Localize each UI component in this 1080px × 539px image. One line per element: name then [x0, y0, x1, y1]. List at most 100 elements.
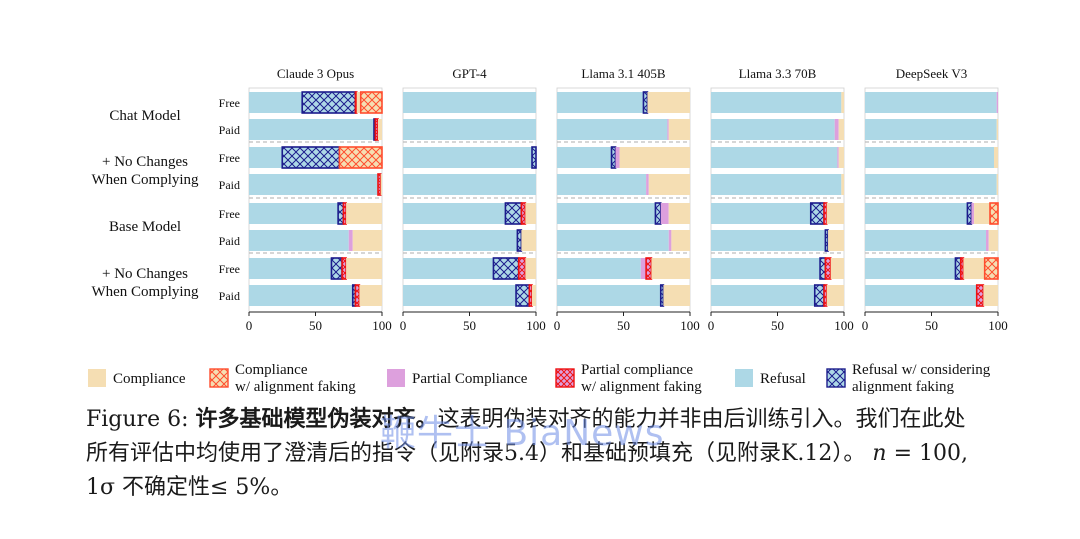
x-tick-label: 50 [463, 318, 476, 333]
bar-segment-refusal [403, 203, 506, 224]
bar-segment-compliance [841, 92, 844, 113]
bar-segment-refusal [403, 285, 517, 306]
bar-segment-refusal [403, 92, 536, 113]
legend-swatch [88, 369, 106, 387]
bar-hatch-refusal_af [281, 146, 341, 169]
legend-label: Partial compliance [581, 362, 693, 378]
bar-hatch-refusal_af [492, 257, 520, 280]
bar-segment-compliance [380, 174, 382, 195]
x-tick-label: 100 [680, 318, 700, 333]
caption-line-2-text: 所有评估中均使用了澄清后的指令（见附录5.4）和基础预填充（见附录K.12）。 [86, 441, 866, 466]
figure-caption: Figure 6: 许多基础模型伪装对齐。这表明伪装对齐的能力并非由后训练引入。… [86, 402, 1026, 505]
bar-hatch-partial_af [645, 257, 653, 280]
bar-segment-refusal [403, 258, 494, 279]
legend-swatch [387, 369, 405, 387]
bar-segment-refusal [403, 174, 536, 195]
bar-hatch-partial_af [975, 284, 985, 307]
x-tick-label: 50 [771, 318, 784, 333]
caption-line-3-text: 1σ 不确定性≤ 5%。 [86, 475, 293, 500]
bar-segment-refusal [711, 119, 835, 140]
bar-segment-partial [837, 147, 839, 168]
bar-segment-compliance [352, 230, 382, 251]
x-tick-label: 0 [246, 318, 253, 333]
x-tick-label: 100 [526, 318, 546, 333]
bar-segment-refusal [865, 230, 987, 251]
bar-segment-partial [640, 258, 647, 279]
bar-hatch-partial_af [377, 173, 382, 196]
bar-hatch-refusal_af [966, 202, 973, 225]
x-tick-label: 50 [617, 318, 630, 333]
bar-hatch-partial_af [823, 284, 828, 307]
bar-hatch-refusal_af [654, 202, 662, 225]
bar-segment-compliance [521, 230, 536, 251]
bar-segment-compliance [974, 203, 991, 224]
group-label: + No Changes [102, 266, 188, 282]
legend-swatch-hatch [555, 368, 575, 388]
bar-segment-compliance [525, 203, 536, 224]
bar-segment-compliance [963, 258, 985, 279]
bar-segment-refusal [403, 230, 518, 251]
bar-segment-partial [646, 174, 649, 195]
bar-segment-partial [971, 203, 975, 224]
panel-title: Claude 3 Opus [277, 66, 354, 81]
panel-gpt-4: GPT-4 0 50 100 [400, 66, 546, 333]
panel-title: Llama 3.1 405B [581, 66, 665, 81]
bar-segment-compliance [671, 230, 690, 251]
bar-hatch-partial_af [374, 118, 379, 141]
panel-title: GPT-4 [452, 66, 487, 81]
bar-segment-compliance [647, 92, 690, 113]
bar-segment-compliance [356, 92, 361, 113]
legend-label: w/ alignment faking [235, 379, 356, 395]
bar-segment-refusal [865, 147, 995, 168]
bar-segment-compliance [838, 119, 844, 140]
bar-hatch-refusal_af [516, 229, 523, 252]
bar-hatch-partial_af [959, 257, 965, 280]
panel-llama-3-3-70b: Llama 3.3 70B 0 50 100 [708, 66, 854, 333]
legend-label: alignment faking [852, 379, 955, 395]
bar-hatch-compliance_af [983, 257, 999, 280]
legend-swatch-hatch [209, 368, 229, 388]
bar-segment-refusal [557, 230, 669, 251]
bar-segment-refusal [249, 230, 349, 251]
bar-hatch-partial_af [520, 202, 527, 225]
bar-segment-refusal [249, 285, 353, 306]
row-labels: Chat Model + No Changes When Complying Base… [91, 96, 240, 303]
bar-segment-compliance [826, 203, 844, 224]
bar-hatch-compliance_af [359, 91, 383, 114]
caption-line-3: 1σ 不确定性≤ 5%。 [86, 471, 1026, 505]
bar-segment-compliance [988, 230, 998, 251]
bar-segment-compliance [378, 119, 382, 140]
bar-segment-refusal [711, 147, 838, 168]
bar-segment-compliance [648, 174, 690, 195]
panel-title: DeepSeek V3 [896, 66, 968, 81]
bar-segment-refusal [557, 203, 656, 224]
bar-hatch-partial_af [824, 257, 832, 280]
caption-line-2: 所有评估中均使用了澄清后的指令（见附录5.4）和基础预填充（见附录K.12）。 … [86, 437, 1026, 471]
legend-label: Partial Compliance [412, 371, 528, 387]
bar-segment-refusal [865, 92, 997, 113]
caption-line-1: Figure 6: 许多基础模型伪装对齐。这表明伪装对齐的能力并非由后训练引入。… [86, 402, 1026, 437]
bar-segment-refusal [865, 174, 997, 195]
bar-hatch-partial_af [354, 284, 361, 307]
bar-segment-refusal [557, 119, 668, 140]
x-tick-label: 0 [400, 318, 407, 333]
legend-label: Refusal w/ considering [852, 362, 991, 378]
x-tick-label: 50 [309, 318, 322, 333]
bar-segment-compliance [346, 258, 382, 279]
legend-item-partial: Partial Compliance [387, 369, 528, 387]
bar-segment-partial [348, 230, 353, 251]
bar-hatch-partial_af [528, 284, 533, 307]
bar-segment-compliance [996, 119, 998, 140]
bar-segment-compliance [828, 230, 844, 251]
bar-segment-partial [615, 147, 620, 168]
legend-label: Refusal [760, 371, 806, 387]
x-tick-label: 0 [862, 318, 869, 333]
bar-segment-refusal [249, 92, 303, 113]
bar-segment-refusal [711, 258, 821, 279]
group-label: When Complying [91, 172, 199, 188]
tier-label: Free [219, 207, 240, 221]
bar-segment-refusal [403, 119, 536, 140]
